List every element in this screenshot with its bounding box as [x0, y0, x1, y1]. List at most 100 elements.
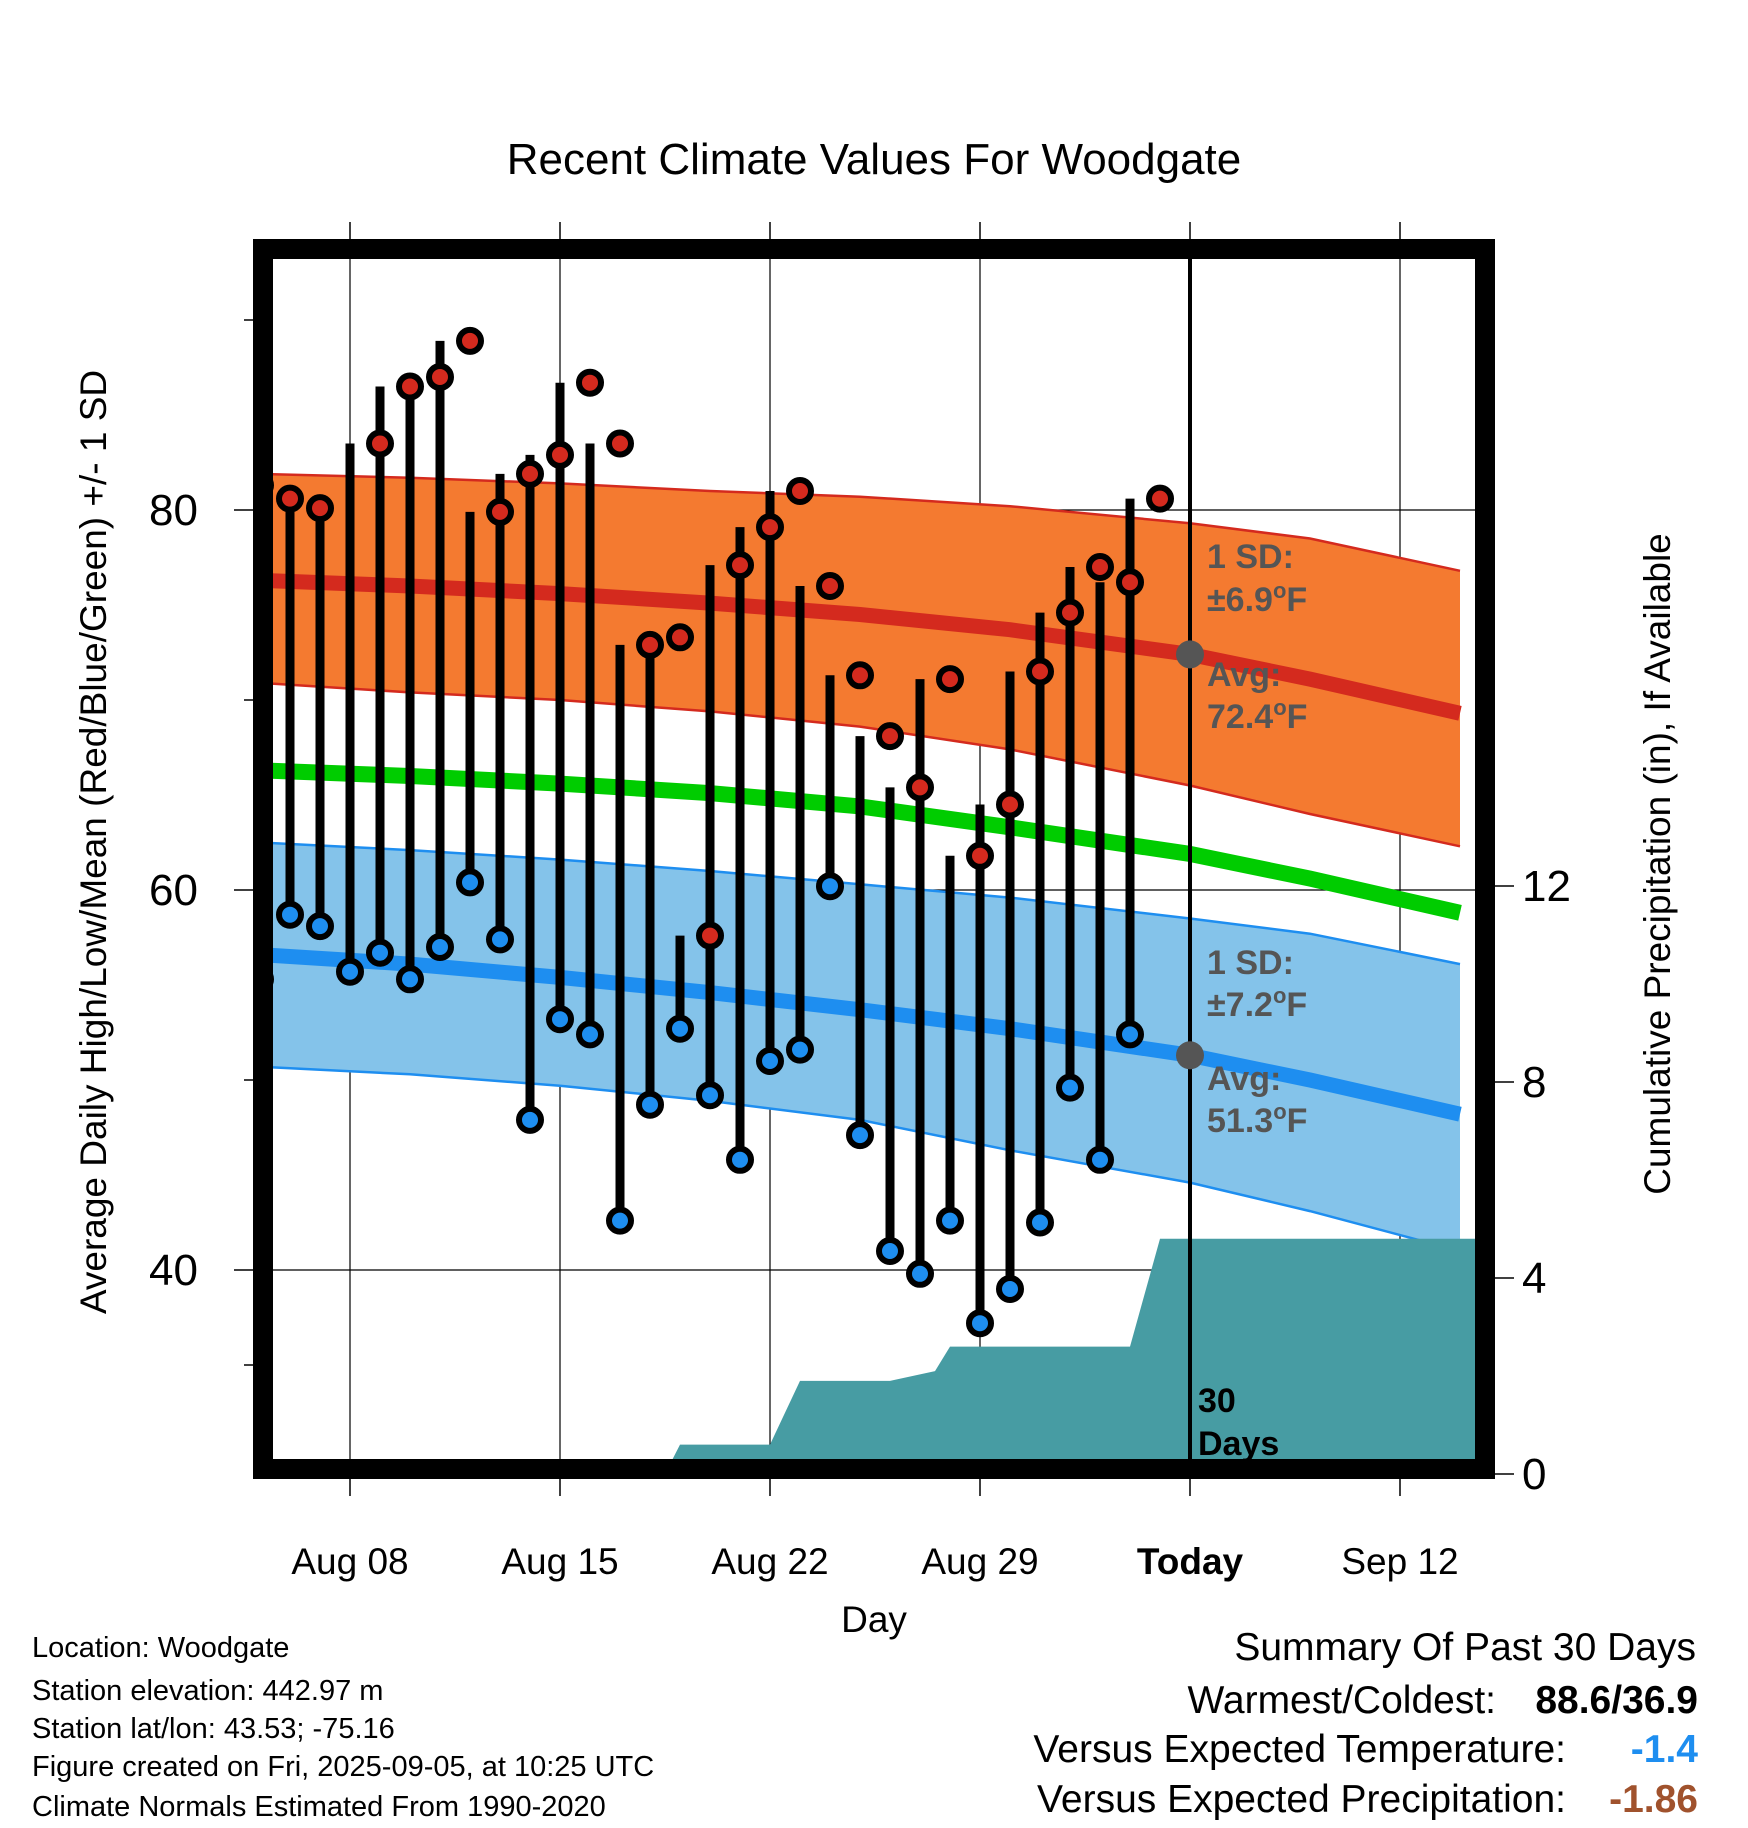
high-sd-value: ±6.9oF — [1207, 578, 1307, 619]
warmest-coldest-value: 88.6/36.9 — [1535, 1679, 1698, 1722]
obs-low-point — [456, 868, 484, 897]
obs-high-point — [306, 494, 334, 523]
x-tick-label: Today — [1137, 1541, 1244, 1582]
low-avg-label: Avg: — [1207, 1060, 1281, 1098]
obs-high-point — [876, 722, 904, 751]
obs-low-point — [306, 912, 334, 941]
obs-high-point — [936, 665, 964, 694]
summary-title: Summary Of Past 30 Days — [1234, 1626, 1696, 1669]
obs-low-point — [366, 938, 394, 967]
obs-low-point — [696, 1081, 724, 1110]
y-tick-label-left: 80 — [149, 486, 198, 535]
high-avg-value: 72.4oF — [1207, 695, 1307, 736]
precip-days-label-2: Days — [1198, 1425, 1279, 1463]
obs-low-point — [936, 1206, 964, 1235]
x-tick-label: Aug 29 — [921, 1541, 1038, 1582]
x-tick-label: Aug 15 — [501, 1541, 618, 1582]
obs-high-point — [726, 551, 754, 580]
obs-low-point — [726, 1145, 754, 1174]
obs-high-point — [1056, 598, 1084, 627]
y-tick-label-right: 4 — [1522, 1254, 1546, 1303]
obs-high-point — [666, 623, 694, 652]
high-avg-label: Avg: — [1207, 656, 1281, 694]
obs-high-point — [546, 440, 574, 469]
y-tick-label-left: 60 — [149, 866, 198, 915]
chart-title: Recent Climate Values For Woodgate — [507, 135, 1242, 184]
temp-vs-expected-label: Versus Expected Temperature: — [1033, 1728, 1566, 1771]
obs-low-point — [1116, 1020, 1144, 1049]
obs-high-point — [1146, 484, 1174, 513]
obs-high-point — [1116, 568, 1144, 597]
high-avg-today-marker — [1176, 640, 1204, 669]
precip-days-label-1: 30 — [1198, 1382, 1236, 1420]
y-tick-label-right: 0 — [1522, 1450, 1546, 1499]
obs-low-point — [606, 1206, 634, 1235]
obs-high-point — [276, 484, 304, 513]
obs-high-point — [636, 630, 664, 659]
high-sd-lower-line — [268, 682, 1461, 848]
created-text: Figure created on Fri, 2025-09-05, at 10… — [32, 1751, 654, 1783]
obs-low-point — [756, 1047, 784, 1075]
x-tick-label: Sep 12 — [1341, 1541, 1458, 1582]
warmest-coldest-label: Warmest/Coldest: — [1188, 1679, 1496, 1722]
low-avg-today-marker — [1176, 1041, 1204, 1070]
obs-high-point — [576, 368, 604, 397]
low-sd-label: 1 SD: — [1207, 944, 1294, 982]
obs-high-point — [1026, 657, 1054, 686]
obs-low-point — [276, 900, 304, 929]
location-text: Location: Woodgate — [32, 1632, 289, 1664]
obs-high-point — [426, 363, 454, 391]
obs-high-point — [996, 790, 1024, 819]
high-sd-upper-line — [268, 472, 1461, 573]
obs-low-point — [546, 1005, 574, 1034]
x-tick-label: Aug 08 — [291, 1541, 408, 1582]
x-axis-label: Day — [841, 1599, 907, 1640]
high-sd-label: 1 SD: — [1207, 538, 1294, 576]
latlon-text: Station lat/lon: 43.53; -75.16 — [32, 1713, 395, 1745]
obs-high-point — [366, 429, 394, 458]
summary-panel: Summary Of Past 30 Days Warmest/Coldest:… — [1033, 1626, 1698, 1821]
axes: Aug 08 Aug 15 Aug 22 Aug 29 Today Sep 1240608… — [149, 222, 1571, 1582]
y-axis-label-left: Average Daily High/Low/Mean (Red/Blue/Gr… — [73, 370, 114, 1314]
obs-low-point — [786, 1035, 814, 1064]
footer-info: Location: Woodgate Station elevation: 44… — [32, 1632, 654, 1823]
y-tick-label-left: 40 — [149, 1246, 198, 1295]
obs-low-point — [516, 1105, 544, 1134]
obs-high-point — [696, 921, 724, 950]
obs-high-point — [846, 661, 874, 690]
temp-vs-expected-value: -1.4 — [1631, 1728, 1699, 1771]
obs-low-point — [846, 1121, 874, 1150]
obs-high-point — [606, 429, 634, 458]
obs-low-point — [336, 957, 364, 986]
obs-high-point — [486, 497, 514, 526]
y-axis-label-right: Cumulative Precipitation (in), If Availa… — [1637, 533, 1678, 1195]
obs-low-point — [666, 1014, 694, 1043]
obs-high-point — [456, 326, 484, 355]
high-sd-band — [268, 474, 1460, 847]
obs-low-point — [996, 1275, 1024, 1303]
precip-vs-expected-value: -1.86 — [1609, 1778, 1698, 1821]
obs-low-point — [1056, 1073, 1084, 1102]
y-tick-label-right: 12 — [1522, 862, 1571, 911]
low-avg-value: 51.3oF — [1207, 1099, 1307, 1140]
plot-content — [268, 254, 1480, 1464]
obs-high-point — [1086, 553, 1114, 581]
obs-low-point — [486, 925, 514, 954]
precip-area — [670, 1238, 1475, 1464]
y-tick-label-right: 8 — [1522, 1058, 1546, 1107]
obs-low-point — [1026, 1208, 1054, 1237]
obs-high-point — [966, 841, 994, 870]
obs-high-point — [906, 773, 934, 802]
obs-high-point — [756, 513, 784, 542]
obs-low-point — [426, 933, 454, 961]
obs-low-point — [966, 1309, 994, 1338]
obs-low-point — [906, 1259, 934, 1288]
x-tick-label: Aug 22 — [711, 1541, 828, 1582]
plot-frame — [253, 239, 1495, 1479]
elevation-text: Station elevation: 442.97 m — [32, 1675, 383, 1707]
obs-low-point — [396, 965, 424, 994]
obs-low-point — [636, 1090, 664, 1119]
obs-low-point — [816, 872, 844, 901]
